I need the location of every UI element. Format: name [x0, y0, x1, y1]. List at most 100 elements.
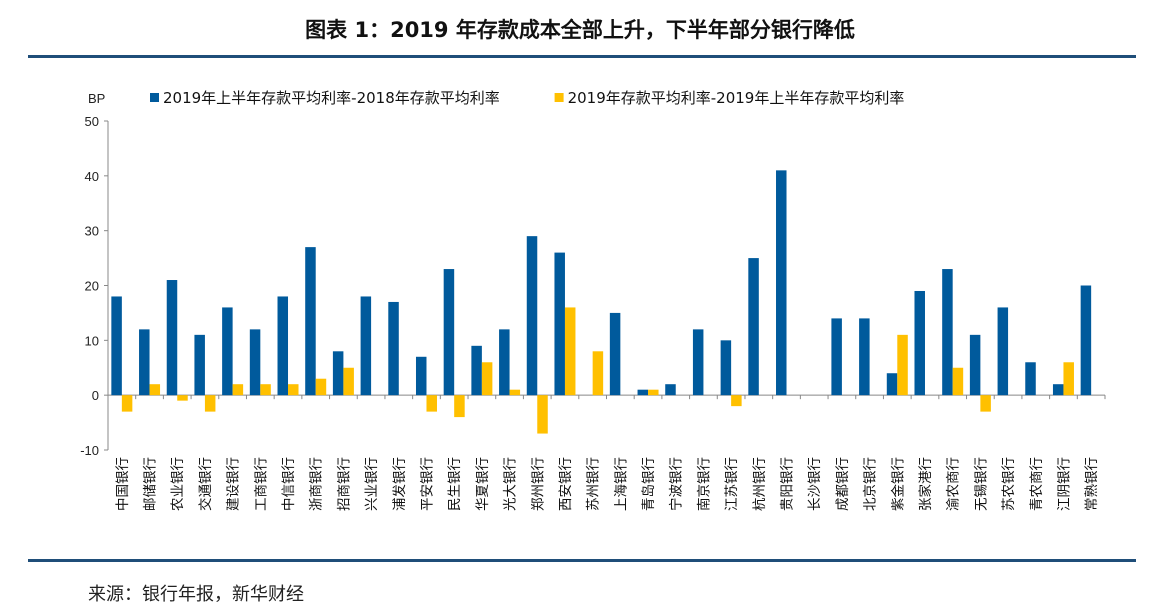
- category-label: 无锡银行: [973, 457, 989, 511]
- category-label: 交通银行: [197, 457, 214, 511]
- bar-h1-vs-2018: [1025, 362, 1036, 396]
- category-label: 中信银行: [281, 457, 297, 511]
- bar-fy-vs-h1: [343, 367, 354, 396]
- category-label: 江苏银行: [724, 457, 740, 511]
- bar-h1-vs-2018: [942, 269, 953, 396]
- y-tick-label: 20: [85, 279, 99, 294]
- category-label: 成都银行: [835, 457, 851, 511]
- bar-fy-vs-h1: [731, 395, 742, 407]
- bar-h1-vs-2018: [166, 280, 178, 396]
- bar-h1-vs-2018: [360, 296, 372, 396]
- bar-h1-vs-2018: [609, 312, 621, 396]
- category-label: 苏农银行: [1001, 457, 1017, 511]
- category-label: 青岛银行: [641, 457, 657, 511]
- y-tick-label: -10: [80, 443, 99, 458]
- bar-fy-vs-h1: [648, 389, 659, 396]
- bar-h1-vs-2018: [554, 252, 565, 396]
- bar-h1-vs-2018: [332, 351, 344, 396]
- bar-h1-vs-2018: [859, 318, 870, 396]
- bar-fy-vs-h1: [232, 384, 244, 396]
- category-label: 渝农商行: [946, 457, 962, 511]
- category-label: 华夏银行: [475, 457, 491, 511]
- category-label: 邮储银行: [143, 457, 159, 511]
- bar-h1-vs-2018: [831, 318, 842, 396]
- bar-h1-vs-2018: [886, 373, 898, 396]
- bar-h1-vs-2018: [997, 307, 1009, 396]
- category-label: 贵阳银行: [780, 457, 796, 511]
- bar-fy-vs-h1: [592, 351, 604, 396]
- bar-h1-vs-2018: [139, 329, 150, 396]
- bar-h1-vs-2018: [665, 384, 676, 396]
- category-label: 上海银行: [613, 457, 629, 511]
- bar-h1-vs-2018: [443, 269, 455, 396]
- bar-h1-vs-2018: [969, 334, 981, 396]
- y-tick-label: 0: [92, 388, 99, 403]
- category-label: 浦发银行: [392, 457, 408, 511]
- bar-fy-vs-h1: [1063, 362, 1074, 396]
- category-label: 光大银行: [503, 457, 519, 511]
- bar-fy-vs-h1: [564, 307, 576, 396]
- category-label: 郑州银行: [530, 457, 546, 511]
- bar-h1-vs-2018: [249, 329, 261, 396]
- top-rule: [28, 55, 1136, 58]
- category-label: 兴业银行: [364, 457, 380, 511]
- bar-fy-vs-h1: [537, 395, 548, 434]
- bar-h1-vs-2018: [499, 329, 510, 396]
- source-note: 来源：银行年报，新华财经: [88, 584, 304, 605]
- legend-label: 2019年上半年存款平均利率-2018年存款平均利率: [163, 89, 500, 107]
- bar-fy-vs-h1: [204, 395, 216, 412]
- category-label: 常熟银行: [1084, 457, 1100, 511]
- category-label: 长沙银行: [807, 457, 823, 511]
- chart-title: 图表 1：2019 年存款成本全部上升，下半年部分银行降低: [305, 18, 855, 42]
- category-label: 苏州银行: [586, 457, 602, 511]
- category-label: 平安银行: [419, 457, 435, 511]
- bar-h1-vs-2018: [277, 296, 289, 396]
- category-label: 农业银行: [170, 457, 186, 511]
- bar-fy-vs-h1: [481, 362, 493, 396]
- bar-h1-vs-2018: [720, 340, 732, 396]
- bar-fy-vs-h1: [454, 395, 465, 418]
- category-label: 北京银行: [863, 457, 879, 511]
- y-tick-label: 30: [85, 224, 99, 239]
- bar-h1-vs-2018: [1052, 384, 1064, 396]
- category-label: 西安银行: [558, 457, 574, 511]
- y-tick-label: 40: [85, 169, 99, 184]
- bar-fy-vs-h1: [315, 378, 327, 396]
- bar-h1-vs-2018: [111, 296, 122, 396]
- category-label: 杭州银行: [752, 457, 768, 511]
- category-label: 民生银行: [447, 457, 463, 511]
- bar-h1-vs-2018: [194, 334, 205, 396]
- y-tick-label: 50: [85, 114, 99, 129]
- legend-swatch: [554, 93, 564, 102]
- legend-swatch: [150, 93, 159, 102]
- bar-h1-vs-2018: [305, 247, 316, 396]
- bar-fy-vs-h1: [897, 334, 908, 396]
- category-label: 工商银行: [253, 457, 269, 511]
- bar-h1-vs-2018: [692, 329, 704, 396]
- bar-h1-vs-2018: [637, 389, 649, 396]
- category-label: 紫金银行: [890, 457, 906, 511]
- bar-h1-vs-2018: [776, 170, 787, 396]
- category-label: 招商银行: [336, 457, 352, 511]
- bar-fy-vs-h1: [121, 395, 133, 412]
- bar-h1-vs-2018: [222, 307, 233, 396]
- category-label: 中国银行: [115, 457, 131, 511]
- bar-h1-vs-2018: [471, 345, 482, 396]
- bar-fy-vs-h1: [260, 384, 271, 396]
- category-label: 青农商行: [1029, 457, 1045, 511]
- bar-h1-vs-2018: [748, 258, 759, 396]
- category-label: 浙商银行: [309, 457, 325, 511]
- bar-fy-vs-h1: [509, 389, 521, 396]
- bar-fy-vs-h1: [426, 395, 437, 412]
- bar-fy-vs-h1: [952, 367, 964, 396]
- category-label: 南京银行: [696, 457, 712, 511]
- category-label: 张家港行: [917, 457, 934, 511]
- bottom-rule: [28, 559, 1136, 562]
- category-label: 宁波银行: [668, 457, 685, 511]
- bar-h1-vs-2018: [914, 290, 925, 396]
- bar-h1-vs-2018: [388, 301, 399, 396]
- bar-h1-vs-2018: [526, 236, 538, 396]
- category-label: 建设银行: [226, 457, 242, 511]
